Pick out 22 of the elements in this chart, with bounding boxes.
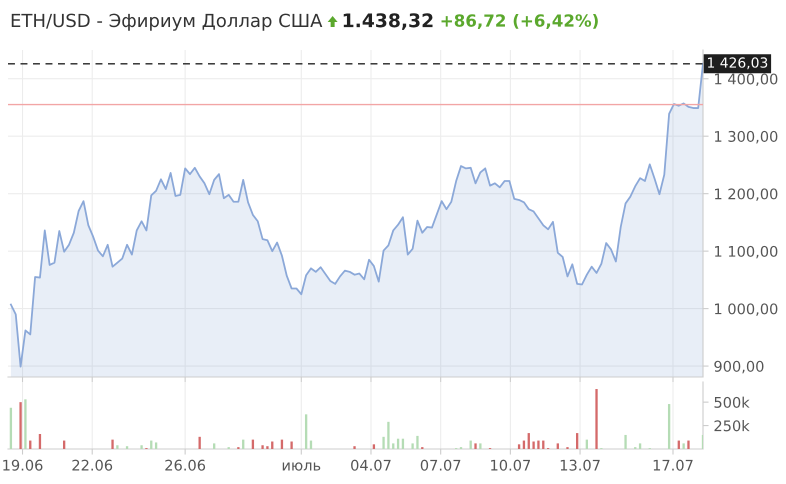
x-tick-label: июль bbox=[282, 462, 320, 471]
x-tick-label: 26.06 bbox=[165, 460, 206, 471]
y-tick-label: 1 400,00 bbox=[715, 73, 778, 86]
x-tick-label: 17.07 bbox=[654, 460, 693, 471]
chart-title: ETH/USD - Эфириум Доллар США bbox=[12, 14, 322, 31]
y-tick-label: 1 100,00 bbox=[715, 246, 778, 258]
x-tick-label: 22.06 bbox=[72, 460, 112, 471]
y-tick-label: 900,00 bbox=[714, 360, 764, 374]
x-tick-label: 04.07 bbox=[351, 460, 391, 471]
y-tick-label: 1 000,00 bbox=[715, 303, 778, 316]
y-tick-label: 500k bbox=[714, 396, 750, 408]
ref-line-label: 1 426,03 bbox=[708, 57, 768, 70]
y-tick-label: 1 200,00 bbox=[715, 188, 778, 201]
y-tick-label: 250k bbox=[714, 420, 750, 432]
text: 1.438,32 bbox=[344, 13, 433, 30]
text: +86,72 bbox=[442, 14, 505, 29]
x-tick-label: 13.07 bbox=[560, 460, 600, 471]
x-tick-label: 19.06 bbox=[3, 460, 42, 471]
x-tick-label: 10.07 bbox=[491, 460, 530, 471]
text: (+6,42%) bbox=[514, 14, 598, 29]
y-tick-label: 1 300,00 bbox=[715, 130, 778, 144]
x-tick-label: 07.07 bbox=[420, 460, 460, 471]
